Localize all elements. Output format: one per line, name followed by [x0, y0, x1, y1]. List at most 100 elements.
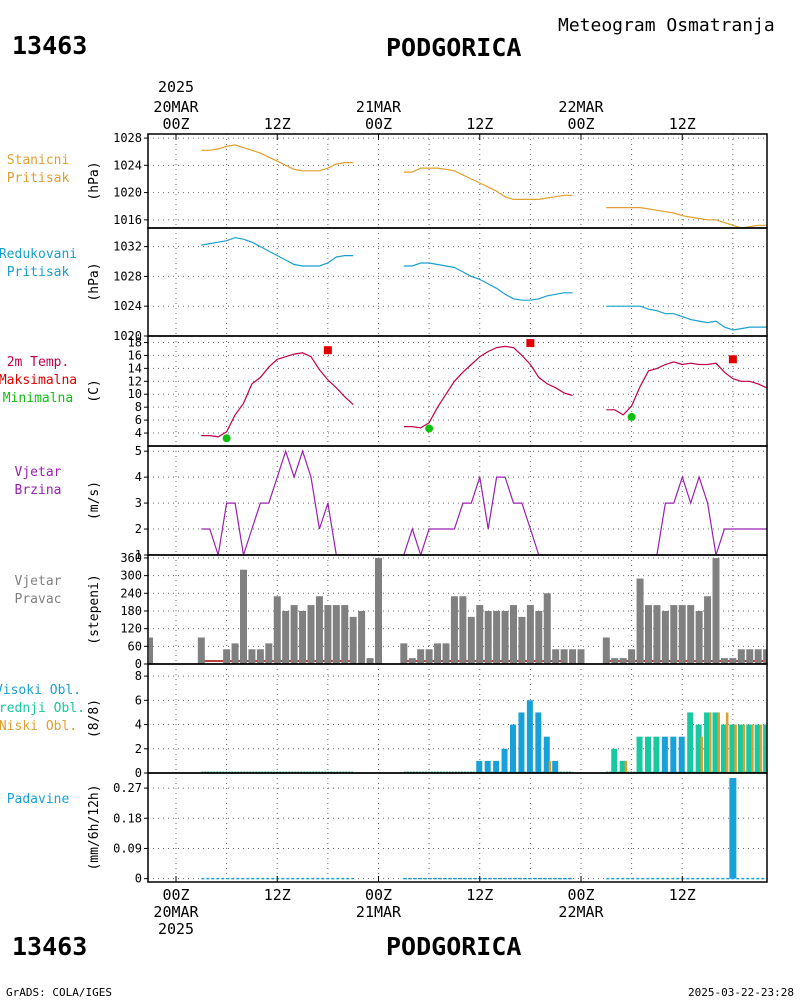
y-tick-label: 120: [120, 622, 142, 636]
y-tick-label: 1020: [113, 186, 142, 200]
panel-title-line: 2m Temp.: [7, 355, 70, 370]
y-tick-label: 240: [120, 586, 142, 600]
cloud-bar: [518, 712, 525, 773]
cloud-bar: [751, 724, 754, 773]
direction-bar: [231, 643, 239, 664]
direction-bar: [282, 610, 290, 664]
cloud-bar: [734, 724, 737, 773]
cloud-bar: [772, 737, 778, 773]
y-tick-label: 8: [135, 400, 142, 414]
header: 13463 PODGORICA Meteogram Osmatranja: [12, 15, 775, 62]
direction-bar: [501, 610, 509, 664]
y-tick-label: 12: [128, 374, 142, 388]
series-line: [606, 361, 767, 416]
cloud-bar: [670, 736, 677, 773]
top-time-label: 12Z: [669, 115, 696, 133]
top-time-label: 00Z: [567, 115, 594, 133]
y-axis-label: (stepeni): [87, 574, 102, 644]
direction-bar: [324, 605, 332, 664]
direction-bar: [552, 649, 560, 664]
cloud-bar: [717, 712, 720, 773]
y-tick-label: 1024: [113, 299, 142, 313]
panel-title-line: Pritisak: [7, 265, 70, 280]
direction-bar: [754, 649, 762, 664]
y-tick-label: 3: [135, 496, 142, 510]
plot-area: [201, 700, 778, 773]
max-temp-marker: [526, 339, 535, 348]
panel-wind_speed: 1 2 3 4 5 (m/s) Vjetar Brzina: [15, 444, 768, 562]
y-axis-label: (m/s): [87, 481, 102, 520]
bottom-time-label: 2025: [158, 920, 194, 938]
panel-title-line: Maksimalna: [0, 373, 77, 388]
series-line: [606, 475, 767, 555]
y-tick-label: 1032: [113, 240, 142, 254]
bottom-time-label: 21MAR: [356, 903, 402, 921]
series-line: [403, 167, 573, 200]
cloud-bar: [729, 724, 736, 773]
plot-area: [201, 449, 767, 555]
direction-bar: [661, 610, 669, 664]
direction-bar: [400, 643, 408, 664]
cloud-bar: [653, 736, 660, 773]
direction-bar: [518, 616, 526, 664]
cloud-bar: [737, 724, 744, 773]
precip-bar: [729, 778, 737, 879]
direction-bar: [459, 596, 467, 664]
y-tick-label: 1016: [113, 213, 142, 227]
cloud-bar: [543, 736, 550, 773]
y-tick-label: 4: [135, 470, 142, 484]
top-year-label: 2025: [158, 78, 194, 96]
panel-title-line: Vjetar: [15, 574, 62, 589]
bottom-time-label: 20MAR: [153, 903, 199, 921]
y-axis-label: (8/8): [87, 699, 102, 738]
y-tick-label: 180: [120, 604, 142, 618]
y-tick-label: 0: [135, 657, 142, 671]
direction-bar: [746, 649, 754, 664]
direction-bar: [645, 605, 652, 664]
direction-bar: [273, 596, 281, 664]
panel-reduced_pressure: 1020 1024 1028 1032 (hPa) Redukovani Pritisak: [0, 227, 768, 343]
direction-bar: [763, 649, 767, 664]
direction-bar: [197, 637, 205, 664]
direction-bar: [704, 596, 712, 664]
y-axis-label: (C): [87, 379, 102, 402]
timestamp-label: 2025-03-22-23:28: [688, 986, 794, 999]
y-axis-label: (hPa): [87, 161, 102, 200]
series-line: [201, 449, 354, 555]
series-line: [403, 476, 573, 555]
panels: 1016102010241028(hPa)StanicniPritisak102…: [0, 131, 778, 886]
panel-title-line: Padavine: [7, 792, 70, 807]
direction-bar: [332, 605, 340, 664]
top-time-label: 12Z: [466, 115, 493, 133]
cloud-bar: [746, 724, 753, 773]
station-name: PODGORICA: [386, 33, 521, 62]
panel-precipitation: 0 0.09 0.18 0.27 (mm/6h/12h) Padavine: [7, 772, 768, 886]
direction-bar: [526, 605, 534, 664]
direction-bar: [265, 643, 273, 664]
direction-bar: [510, 605, 517, 664]
cloud-bar: [704, 712, 711, 773]
direction-bar: [577, 649, 585, 664]
panel-title-line: Pravac: [15, 592, 62, 607]
panel-title-line: Visoki Obl.: [0, 683, 81, 698]
cloud-bar: [510, 724, 516, 773]
cloud-bar: [548, 760, 552, 773]
y-tick-label: 0.27: [113, 781, 142, 795]
max-temp-marker: [323, 346, 332, 355]
direction-bar: [569, 649, 577, 664]
panel-title-line: Stanicni: [7, 153, 70, 168]
panel-title-line: Niski Obl.: [0, 719, 77, 734]
y-tick-label: 360: [120, 551, 142, 565]
y-tick-label: 0: [135, 766, 142, 780]
direction-bar: [408, 658, 416, 664]
direction-bar: [315, 596, 323, 664]
plot-area: [149, 557, 767, 664]
min-temp-marker: [425, 424, 434, 433]
direction-bar: [484, 610, 492, 664]
panel-title-line: Vjetar: [15, 465, 62, 480]
panel-frame: [147, 772, 768, 883]
direction-bar: [619, 658, 627, 664]
direction-bar: [223, 649, 231, 664]
